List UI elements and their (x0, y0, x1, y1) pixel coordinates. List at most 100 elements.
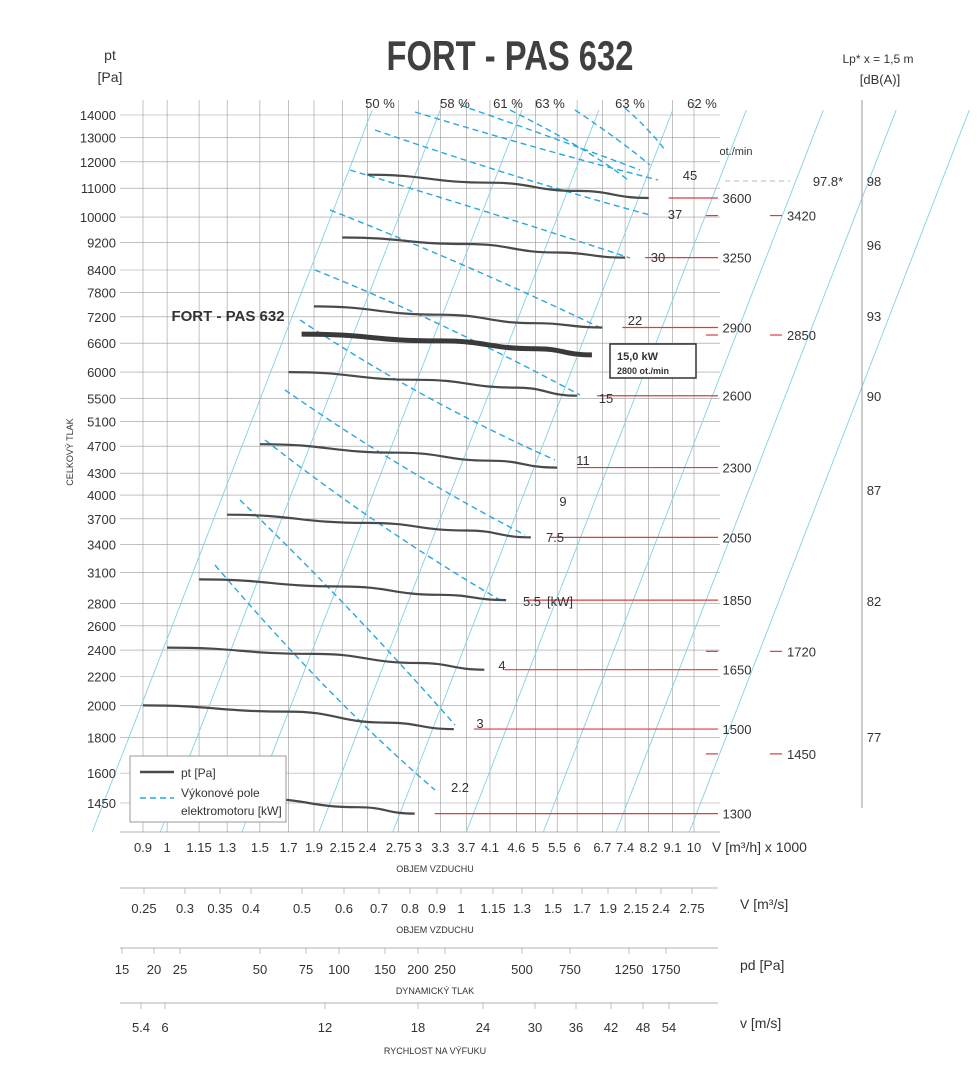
power-field-curve (414, 111, 659, 181)
x-tick-label: 1.7 (279, 840, 297, 855)
scale-m3s-tick-label: 1.15 (480, 901, 505, 916)
bottom-scales: 0.25 0.3 0.35 0.4 0.5 0.6 0.7 0.8 0.9 1 1.15 1.3 1.5… (115, 887, 788, 1056)
scale-v-tick-label: 48 (636, 1020, 650, 1035)
grid (120, 100, 720, 833)
y-tick-label: 2200 (87, 670, 116, 685)
pressure-curve (199, 578, 507, 602)
scale-pd-unit: pd [Pa] (740, 957, 784, 973)
scale-v-tick-label: 18 (411, 1020, 425, 1035)
efficiency-label: 63 % (615, 96, 645, 111)
scale-m3s-tick-label: 1.9 (599, 901, 617, 916)
scale-pd-tick-label: 1750 (652, 962, 681, 977)
power-field-curve (284, 389, 526, 536)
efficiency-diagonal (159, 109, 441, 833)
power-field-curve (214, 564, 436, 791)
efficiency-diagonal (688, 109, 970, 833)
y-tick-label: 12000 (80, 155, 116, 170)
x-tick-label: 7.4 (616, 840, 634, 855)
scale-v-tick-label: 24 (476, 1020, 490, 1035)
power-label: 5.5 (523, 594, 541, 609)
x-tick-label: 1.5 (251, 840, 269, 855)
pressure-curve (227, 513, 531, 539)
y-tick-label: 5500 (87, 391, 116, 406)
x-tick-label: 1 (163, 840, 170, 855)
scale-m3s-tick-label: 2.15 (623, 901, 648, 916)
power-label: 45 (683, 168, 697, 183)
power-field-curve (509, 109, 629, 181)
pressure-curve (313, 305, 603, 329)
scale-pd-tick-label: 250 (434, 962, 456, 977)
scale-v-tick-label: 54 (662, 1020, 676, 1035)
power-label: 9 (559, 494, 566, 509)
scale-m3s-tick-label: 0.4 (242, 901, 260, 916)
scale-pd-tick-label: 50 (253, 962, 267, 977)
noise-tick-label: 82 (867, 594, 881, 609)
power-field-curve (349, 169, 631, 259)
efficiency-diagonal (318, 109, 600, 833)
scale-m3s-tick-label: 1.7 (573, 901, 591, 916)
efficiency-diagonal (392, 109, 674, 833)
x-tick-label: 6.7 (593, 840, 611, 855)
noise-unit-line2: [dB(A)] (860, 72, 900, 87)
rpm-label: 1650 (723, 663, 752, 678)
scale-m3s-tick-label: 1 (457, 901, 464, 916)
y-tick-label: 14000 (80, 108, 116, 123)
pressure-curve (142, 704, 454, 731)
efficiency-label: 50 % (365, 96, 395, 111)
highlight-box: 15,0 kW 2800 ot./min (609, 343, 697, 379)
noise-tick-label: 96 (867, 238, 881, 253)
scale-m3s-tick-label: 1.3 (513, 901, 531, 916)
y-tick-label: 7800 (87, 285, 116, 300)
scale-m3s-tick-label: 0.7 (370, 901, 388, 916)
x-tick-label: 3.3 (431, 840, 449, 855)
scale-v-tick-label: 5.4 (132, 1020, 150, 1035)
scale-m3s-tick-label: 0.25 (131, 901, 156, 916)
y-tick-label: 13000 (80, 130, 116, 145)
noise-marker-label: 97.8* (813, 174, 843, 189)
noise-tick-label: 87 (867, 483, 881, 498)
power-label: 11 (576, 453, 590, 468)
scale-m3s-tick-label: 1.5 (544, 901, 562, 916)
y-tick-label: 10000 (80, 210, 116, 225)
x-tick-label: 1.3 (218, 840, 236, 855)
scale-v-tick-label: 42 (604, 1020, 618, 1035)
scale-v-tick-label: 36 (569, 1020, 583, 1035)
y-tick-label: 6600 (87, 336, 116, 351)
rpm-scale: 3600 3250 2900 2600 2300 2050 1850 1650 1500 1300… (434, 191, 816, 822)
power-field-curve (574, 109, 651, 166)
rpm-unit: ot./min (719, 146, 752, 158)
legend-power-label-1: Výkonové pole (181, 786, 260, 800)
scale-pd-tick-label: 750 (559, 962, 581, 977)
rpm-label: 1300 (723, 807, 752, 822)
noise-tick-label: 98 (867, 174, 881, 189)
efficiency-label: 61 % (493, 96, 523, 111)
y-tick-label: 11000 (81, 181, 116, 196)
x-tick-label: 9.1 (663, 840, 681, 855)
x-tick-label: 2.15 (330, 840, 355, 855)
y-axis-label: CELKOVÝ TLAK (65, 418, 75, 485)
scale-m3s-tick-label: 2.75 (679, 901, 704, 916)
rpm-intermediate-label: 2850 (787, 328, 816, 343)
legend-curve-label: pt [Pa] (181, 766, 216, 780)
rpm-label: 2900 (723, 320, 752, 335)
scale-pd-tick-label: 25 (173, 962, 187, 977)
y-tick-label: 2800 (87, 596, 116, 611)
highlight-curve (301, 331, 592, 358)
power-field-curve (374, 129, 651, 216)
y-tick-label: 7200 (87, 310, 116, 325)
scale-m3s-tick-label: 0.9 (428, 901, 446, 916)
y-tick-label: 2400 (87, 643, 116, 658)
x-tick-label: 4.1 (481, 840, 499, 855)
scale-pd-tick-label: 500 (511, 962, 533, 977)
x-tick-label: 1.9 (305, 840, 323, 855)
scale-pd-tick-label: 20 (147, 962, 161, 977)
scale-v-tick-label: 6 (161, 1020, 168, 1035)
pressure-curve (342, 236, 626, 259)
pressure-curves (129, 173, 649, 815)
scale-pd-tick-label: 15 (115, 962, 129, 977)
noise-tick-label: 77 (867, 730, 881, 745)
x-tick-label: 5 (532, 840, 539, 855)
rpm-intermediate-label: 1450 (787, 747, 816, 762)
x-tick-label: 6 (573, 840, 580, 855)
x-axis-unit: V [m³/h] x 1000 (712, 839, 807, 855)
